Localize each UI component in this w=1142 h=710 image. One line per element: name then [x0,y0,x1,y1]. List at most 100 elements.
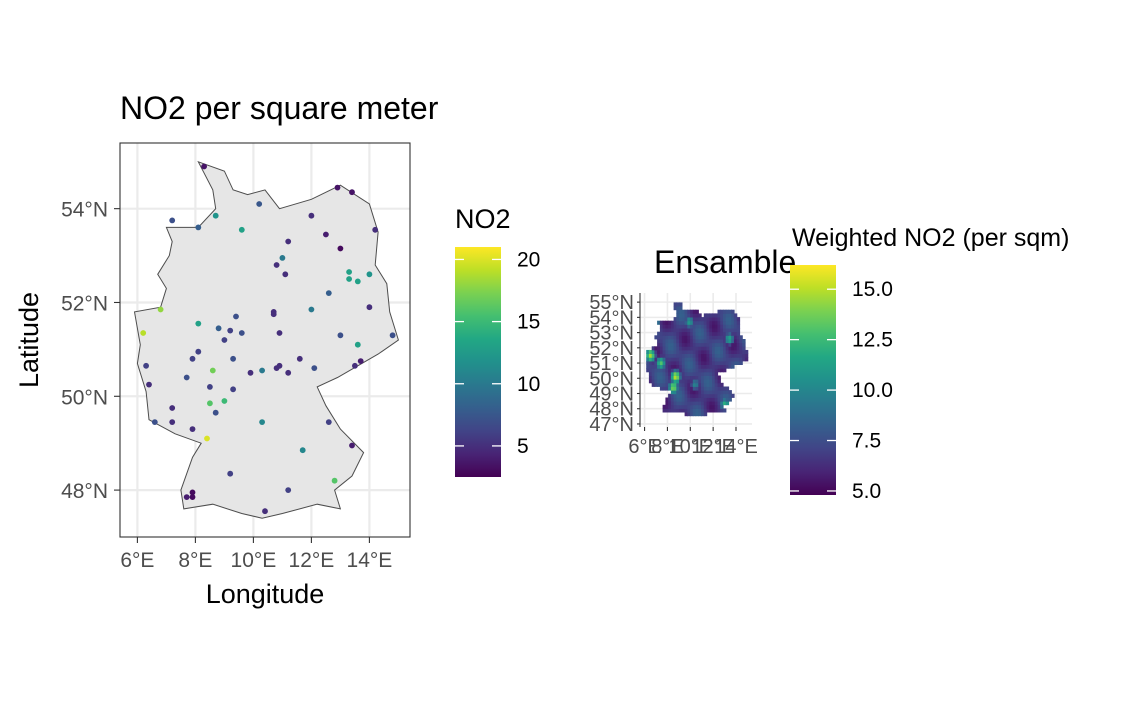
plot2-cell [717,331,721,336]
plot2-cell [657,339,661,344]
plot2-cell [698,382,702,387]
plot2-cell [701,335,705,340]
plot2-cell [684,382,688,387]
plot2-cell [742,349,746,354]
plot2-cell [684,335,688,340]
plot2-cell [662,382,666,387]
plot2-cell [717,382,721,387]
plot2-cell [701,382,705,387]
plot2-cell [695,404,699,409]
plot2-cell [698,346,702,351]
plot2-cell [698,324,702,329]
plot1-point [230,386,237,393]
plot2-cell [665,360,669,365]
plot2-cell [723,339,727,344]
plot2-cell [728,393,732,398]
plot2-cell [676,302,680,307]
plot2-cell [709,324,713,329]
plot2-cell [723,328,727,333]
plot2-cell [692,371,697,376]
plot2-cell [654,346,658,351]
plot2-cell [725,339,730,344]
plot2-cell [676,360,680,365]
plot2-cell [725,386,730,391]
plot2-cell [717,313,721,318]
plot2-cell [731,317,735,322]
plot2-cell [673,393,677,398]
plot2-cell [703,339,708,344]
plot2-cell [687,346,691,351]
plot2-x-tick-label: 14°E [714,436,758,458]
plot2-cell [723,309,727,314]
plot2-cell [659,386,664,391]
plot2-cell [695,346,699,351]
plot2-cell [714,331,719,336]
plot2-cell [720,349,724,354]
plot2-cell [692,328,697,333]
plot2-cell [717,342,721,347]
plot2-cell [701,346,705,351]
plot2-cell [720,404,724,409]
plot2-cell [717,393,721,398]
plot2-cell [728,331,732,336]
plot2-cell [679,390,683,395]
plot2-cell [723,342,727,347]
plot2-cell [679,313,683,318]
plot2-cell [717,386,721,391]
plot2-cell [690,353,694,358]
plot2-cell [701,339,705,344]
plot2-cell [717,408,721,413]
plot2-cell [654,349,658,354]
plot2-cell [717,397,721,402]
plot2-cell [657,335,661,340]
plot2-cell [670,408,675,413]
plot2-cell [712,382,716,387]
plot1-point [212,212,219,219]
plot2-cell [651,353,656,358]
plot2-cell [709,397,713,402]
plot1-x-axis-title: Longitude [206,579,325,609]
plot1-point [308,306,315,313]
plot2-cell [725,360,730,365]
plot2-cell [668,353,672,358]
plot1-point [256,201,263,207]
plot2-cell [717,360,721,365]
plot2-cell [698,320,702,325]
plot2-cell [736,324,741,329]
plot2-cell [659,357,664,362]
plot2-cell [728,317,732,322]
plot2-cell [733,353,738,358]
plot2-cell [736,335,741,340]
plot1-point [209,367,216,374]
plot2-cell [712,408,716,413]
plot1-point [357,358,364,364]
plot2-cell [709,375,713,380]
plot2-cell [723,401,727,406]
plot2-cell [684,357,688,362]
plot1-point [221,398,228,404]
plot2-cell [717,368,721,373]
plot2-cell [673,306,677,311]
plot1-point [204,435,210,442]
plot2-cell [681,390,686,395]
plot2-cell [725,357,730,362]
plot2-cell [679,375,683,380]
plot1-point [366,304,373,311]
plot2-cell [701,386,705,391]
plot1-point [146,381,152,388]
plot1-y-tick-label: 52°N [61,292,108,315]
plot2-cell [731,324,735,329]
plot2-cell [679,346,683,351]
plot2-cell [692,404,697,409]
plot2-cell [648,379,653,384]
plot2-cell [706,317,710,322]
plot2-cell [676,335,680,340]
plot2-cell [687,397,691,402]
plot2-cell [665,357,669,362]
plot2-cell [703,353,708,358]
plot2-cell [712,320,716,325]
plot2-cell [659,320,664,325]
plot2-cell [698,317,702,322]
plot2-cell [701,379,705,384]
plot2-cell [733,357,738,362]
